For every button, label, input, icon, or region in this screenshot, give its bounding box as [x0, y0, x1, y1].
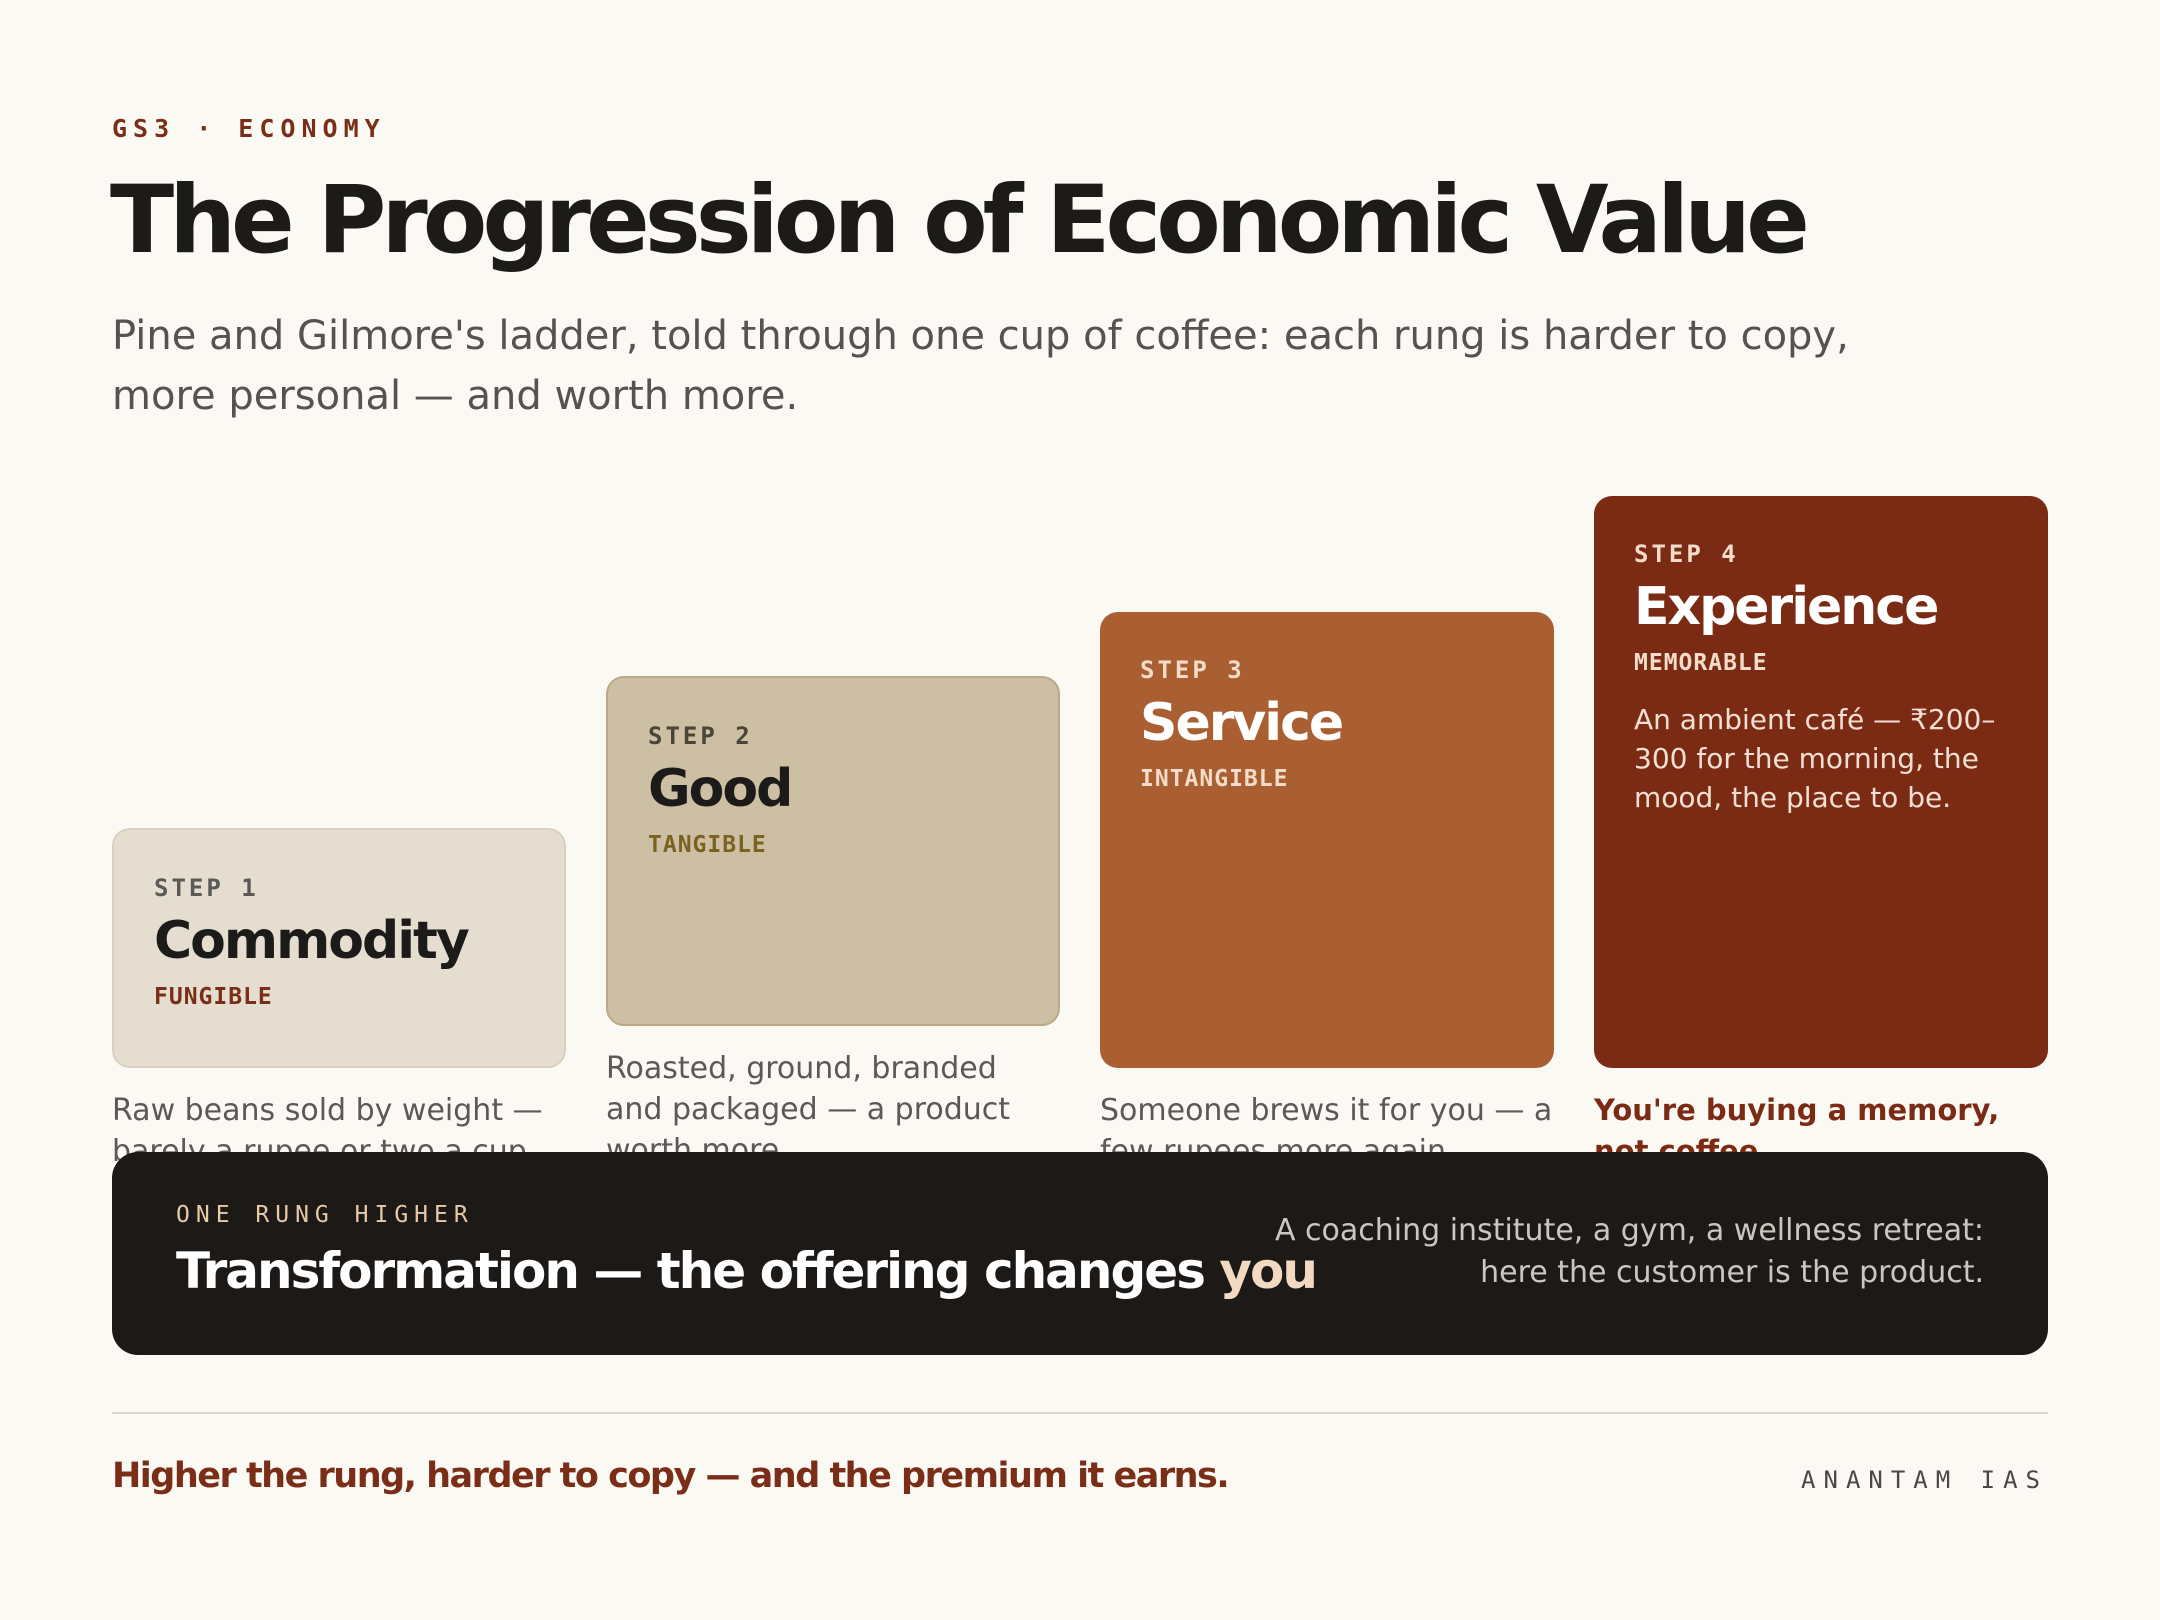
- section-kicker: GS3 · ECONOMY: [112, 114, 386, 143]
- band-title-main: Transformation — the offering changes: [176, 1242, 1220, 1300]
- step-label: STEP 2: [648, 722, 753, 750]
- band-title: Transformation — the offering changes yo…: [176, 1242, 1318, 1300]
- step-label: STEP 1: [154, 874, 259, 902]
- step-tag: INTANGIBLE: [1140, 766, 1289, 792]
- step-tag: TANGIBLE: [648, 832, 767, 858]
- step-card-experience: STEP 4 Experience MEMORABLE An ambient c…: [1594, 496, 2048, 1068]
- step-description: An ambient café — ₹200–300 for the morni…: [1634, 703, 1996, 814]
- step-name: Commodity: [154, 911, 470, 971]
- band-title-highlight: you: [1219, 1242, 1318, 1300]
- band-kicker: ONE RUNG HIGHER: [176, 1202, 474, 1228]
- step-label: STEP 3: [1140, 656, 1245, 684]
- step-tag: MEMORABLE: [1634, 650, 1768, 676]
- step-card-commodity: STEP 1 Commodity FUNGIBLE: [112, 828, 566, 1068]
- step-name: Service: [1140, 693, 1344, 753]
- step-caption-commodity: Raw beans sold by weight — barely a rupe…: [112, 1093, 543, 1169]
- step-tag: FUNGIBLE: [154, 984, 273, 1010]
- step-label: STEP 4: [1634, 540, 1739, 568]
- transformation-band: ONE RUNG HIGHER Transformation — the off…: [112, 1152, 2048, 1355]
- band-note: A coaching institute, a gym, a wellness …: [1274, 1213, 1984, 1290]
- footer-tagline: Higher the rung, harder to copy — and th…: [112, 1456, 1230, 1496]
- step-card-good: STEP 2 Good TANGIBLE: [606, 676, 1060, 1026]
- page-subtitle: Pine and Gilmore's ladder, told through …: [112, 313, 1849, 419]
- step-card-service: STEP 3 Service INTANGIBLE: [1100, 612, 1554, 1068]
- brand-name: ANANTAM IAS: [1801, 1466, 2048, 1494]
- step-name: Good: [648, 759, 793, 819]
- page-title: The Progression of Economic Value: [110, 166, 1810, 275]
- footer-divider: [112, 1412, 2048, 1414]
- step-name: Experience: [1634, 577, 1939, 637]
